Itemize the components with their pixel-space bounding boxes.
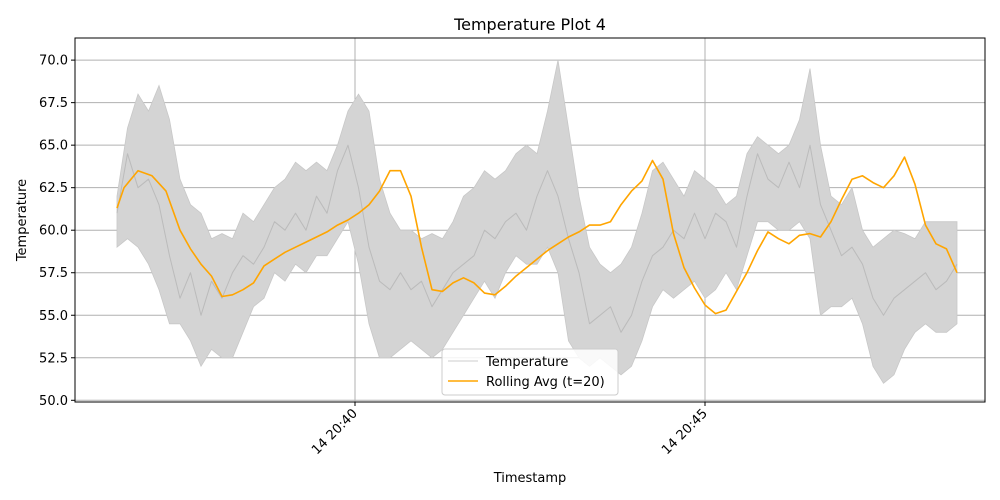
plot-frame bbox=[74, 37, 986, 403]
legend-label-rolling-avg: Rolling Avg (t=20) bbox=[486, 375, 605, 390]
temperature-line bbox=[116, 144, 958, 333]
legend: Temperature Rolling Avg (t=20) bbox=[441, 348, 619, 396]
legend-box bbox=[441, 348, 619, 396]
y-tick-label: 60.0 bbox=[39, 224, 68, 239]
rolling-average-line bbox=[116, 156, 958, 315]
y-tick-label: 55.0 bbox=[39, 309, 68, 324]
y-tick-label: 62.5 bbox=[39, 181, 68, 196]
y-tick-label: 52.5 bbox=[39, 351, 68, 366]
y-axis-label: Temperature bbox=[15, 179, 30, 262]
temperature-range-band bbox=[116, 60, 958, 384]
y-tick-label: 50.0 bbox=[39, 394, 68, 409]
temperature-band-area bbox=[116, 60, 958, 384]
y-tick-label: 65.0 bbox=[39, 139, 68, 154]
y-tick-label: 57.5 bbox=[39, 266, 68, 281]
x-axis-ticks: 14 20:40 14 20:45 bbox=[309, 402, 711, 458]
y-tick-label: 67.5 bbox=[39, 96, 68, 111]
chart-title: Temperature Plot 4 bbox=[453, 15, 606, 34]
rolling-average-series bbox=[116, 156, 958, 315]
legend-label-temperature: Temperature bbox=[485, 355, 568, 370]
x-tick-label: 14 20:45 bbox=[659, 406, 711, 458]
x-tick-label: 14 20:40 bbox=[309, 406, 361, 458]
y-tick-label: 70.0 bbox=[39, 54, 68, 69]
x-axis-label: Timestamp bbox=[493, 471, 567, 486]
y-axis-ticks: 50.0 52.5 55.0 57.5 60.0 62.5 65.0 67.5 70.0 bbox=[39, 54, 75, 409]
temperature-series bbox=[116, 144, 958, 333]
